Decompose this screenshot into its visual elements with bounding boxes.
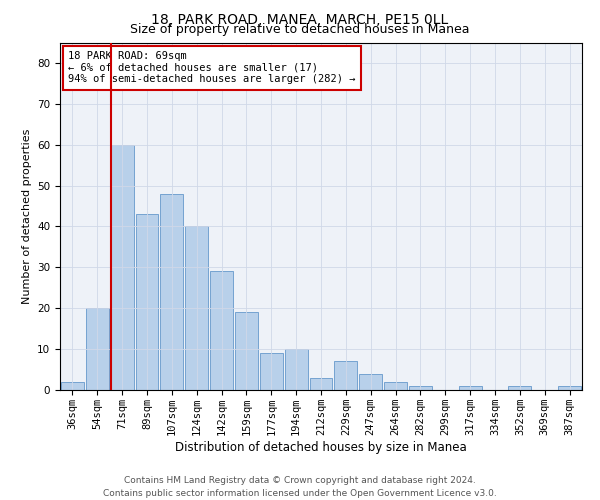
Bar: [111, 144, 134, 390]
Bar: [558, 386, 581, 390]
Bar: [210, 272, 233, 390]
Bar: [260, 353, 283, 390]
Bar: [459, 386, 482, 390]
X-axis label: Distribution of detached houses by size in Manea: Distribution of detached houses by size …: [175, 440, 467, 454]
Bar: [185, 226, 208, 390]
Bar: [86, 308, 109, 390]
Y-axis label: Number of detached properties: Number of detached properties: [22, 128, 32, 304]
Bar: [235, 312, 258, 390]
Bar: [136, 214, 158, 390]
Bar: [384, 382, 407, 390]
Bar: [310, 378, 332, 390]
Text: Contains HM Land Registry data © Crown copyright and database right 2024.
Contai: Contains HM Land Registry data © Crown c…: [103, 476, 497, 498]
Bar: [409, 386, 432, 390]
Bar: [508, 386, 531, 390]
Text: 18, PARK ROAD, MANEA, MARCH, PE15 0LL: 18, PARK ROAD, MANEA, MARCH, PE15 0LL: [151, 12, 449, 26]
Bar: [359, 374, 382, 390]
Text: 18 PARK ROAD: 69sqm
← 6% of detached houses are smaller (17)
94% of semi-detache: 18 PARK ROAD: 69sqm ← 6% of detached hou…: [68, 51, 355, 84]
Bar: [61, 382, 84, 390]
Text: Size of property relative to detached houses in Manea: Size of property relative to detached ho…: [130, 22, 470, 36]
Bar: [160, 194, 183, 390]
Bar: [285, 349, 308, 390]
Bar: [334, 362, 357, 390]
